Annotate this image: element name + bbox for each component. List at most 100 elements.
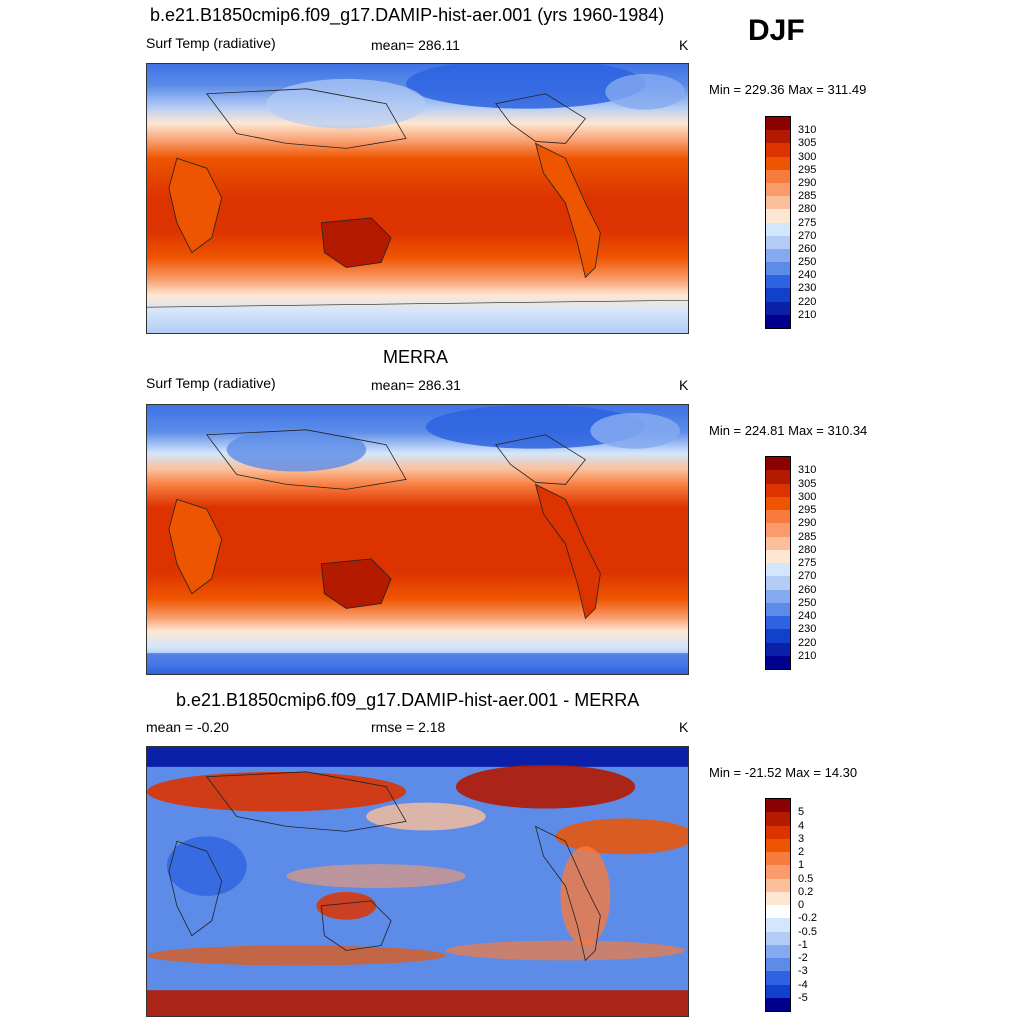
panel1-variable-label: Surf Temp (radiative) — [146, 35, 276, 51]
colorbar-swatch — [766, 536, 790, 550]
colorbar-swatch — [766, 288, 790, 302]
colorbar-swatch — [766, 958, 790, 972]
season-label: DJF — [748, 14, 805, 47]
colorbar-swatch — [766, 589, 790, 603]
colorbar-tick-label: 250 — [798, 256, 817, 269]
colorbar-tick-label: 5 — [798, 806, 805, 819]
panel2-variable-label: Surf Temp (radiative) — [146, 375, 276, 391]
colorbar-swatch — [766, 891, 790, 905]
panel3-map — [146, 746, 689, 1017]
colorbar-swatch — [766, 275, 790, 289]
colorbar-tick-label: 1 — [798, 859, 805, 872]
colorbar-swatch — [766, 655, 790, 669]
colorbar-tick-label: 300 — [798, 490, 817, 503]
colorbar-swatch — [766, 182, 790, 197]
panel3-mean-label: mean = -0.20 — [146, 719, 229, 735]
colorbar-swatch — [766, 799, 790, 813]
colorbar-tick-label: 0 — [798, 899, 805, 911]
colorbar-swatch — [766, 262, 790, 276]
colorbar-swatch — [766, 642, 790, 656]
panel1-colorbar — [765, 116, 791, 329]
panel2-mean-label: mean= 286.31 — [371, 377, 461, 393]
colorbar-tick-label: -3 — [798, 965, 808, 978]
colorbar-swatch — [766, 222, 790, 236]
colorbar-tick-label: 220 — [798, 636, 817, 649]
colorbar-tick-label: 240 — [798, 269, 817, 282]
colorbar-tick-label: 210 — [798, 649, 817, 662]
colorbar-tick-label: 260 — [798, 242, 817, 255]
colorbar-tick-label: 275 — [798, 557, 817, 569]
colorbar-tick-label: -0.5 — [798, 925, 817, 938]
panel3-minmax: Min = -21.52 Max = 14.30 — [709, 765, 858, 780]
colorbar-swatch — [766, 563, 790, 577]
panel3-colorbar — [765, 798, 791, 1012]
panel2-colorbar — [765, 456, 791, 670]
colorbar-swatch — [766, 971, 790, 985]
colorbar-swatch — [766, 314, 790, 328]
colorbar-tick-label: 290 — [798, 517, 817, 530]
colorbar-swatch — [766, 997, 790, 1011]
colorbar-tick-label: 305 — [798, 477, 817, 490]
colorbar-swatch — [766, 825, 790, 839]
colorbar-tick-label: 2 — [798, 846, 805, 858]
colorbar-tick-label: 285 — [798, 190, 817, 203]
colorbar-tick-label: -5 — [798, 991, 808, 1004]
colorbar-swatch — [766, 510, 790, 524]
colorbar-tick-label: 230 — [798, 282, 817, 295]
colorbar-swatch — [766, 865, 790, 879]
colorbar-swatch — [766, 852, 790, 866]
colorbar-swatch — [766, 576, 790, 590]
colorbar-swatch — [766, 130, 790, 144]
colorbar-tick-label: 285 — [798, 530, 817, 543]
panel2-minmax: Min = 224.81 Max = 310.34 — [709, 423, 868, 438]
colorbar-swatch — [766, 156, 790, 170]
colorbar-swatch — [766, 549, 790, 563]
colorbar-swatch — [766, 301, 790, 315]
colorbar-swatch — [766, 523, 790, 537]
colorbar-tick-label: 0.2 — [798, 885, 814, 898]
colorbar-swatch — [766, 143, 790, 157]
panel1-units: K — [679, 37, 689, 53]
colorbar-tick-label: -4 — [798, 978, 808, 991]
colorbar-tick-label: 290 — [798, 176, 817, 189]
colorbar-swatch — [766, 878, 790, 892]
colorbar-tick-label: 250 — [798, 596, 817, 609]
colorbar-swatch — [766, 838, 790, 852]
colorbar-tick-label: 305 — [798, 137, 817, 150]
colorbar-swatch — [766, 984, 790, 998]
colorbar-tick-label: 295 — [798, 504, 817, 516]
panel3-title: b.e21.B1850cmip6.f09_g17.DAMIP-hist-aer.… — [176, 690, 640, 710]
colorbar-tick-label: -1 — [798, 938, 808, 951]
colorbar-swatch — [766, 117, 790, 131]
colorbar-tick-label: 280 — [798, 203, 817, 216]
colorbar-tick-label: 295 — [798, 163, 817, 176]
colorbar-tick-label: 0.5 — [798, 872, 814, 885]
colorbar-swatch — [766, 931, 790, 945]
colorbar-swatch — [766, 169, 790, 183]
colorbar-tick-label: 270 — [798, 229, 817, 242]
colorbar-tick-label: 230 — [798, 623, 817, 636]
panel2-map — [146, 404, 689, 675]
colorbar-swatch — [766, 905, 790, 919]
colorbar-swatch — [766, 235, 790, 249]
colorbar-tick-label: 270 — [798, 570, 817, 583]
panel3-units: K — [679, 719, 689, 735]
panel2-title: MERRA — [383, 347, 449, 367]
colorbar-swatch — [766, 457, 790, 471]
colorbar-swatch — [766, 470, 790, 484]
panel1-map — [146, 63, 689, 334]
colorbar-tick-label: 275 — [798, 216, 817, 229]
colorbar-tick-label: 240 — [798, 610, 817, 622]
colorbar-tick-label: 300 — [798, 150, 817, 163]
colorbar-tick-label: -2 — [798, 952, 808, 964]
panel1-title: b.e21.B1850cmip6.f09_g17.DAMIP-hist-aer.… — [150, 5, 665, 25]
colorbar-swatch — [766, 248, 790, 263]
colorbar-swatch — [766, 812, 790, 826]
colorbar-swatch — [766, 496, 790, 510]
colorbar-tick-label: -0.2 — [798, 912, 817, 925]
colorbar-swatch — [766, 629, 790, 643]
colorbar-swatch — [766, 483, 790, 497]
colorbar-swatch — [766, 616, 790, 630]
colorbar-tick-label: 310 — [798, 464, 817, 477]
panel1-minmax: Min = 229.36 Max = 311.49 — [709, 82, 867, 97]
